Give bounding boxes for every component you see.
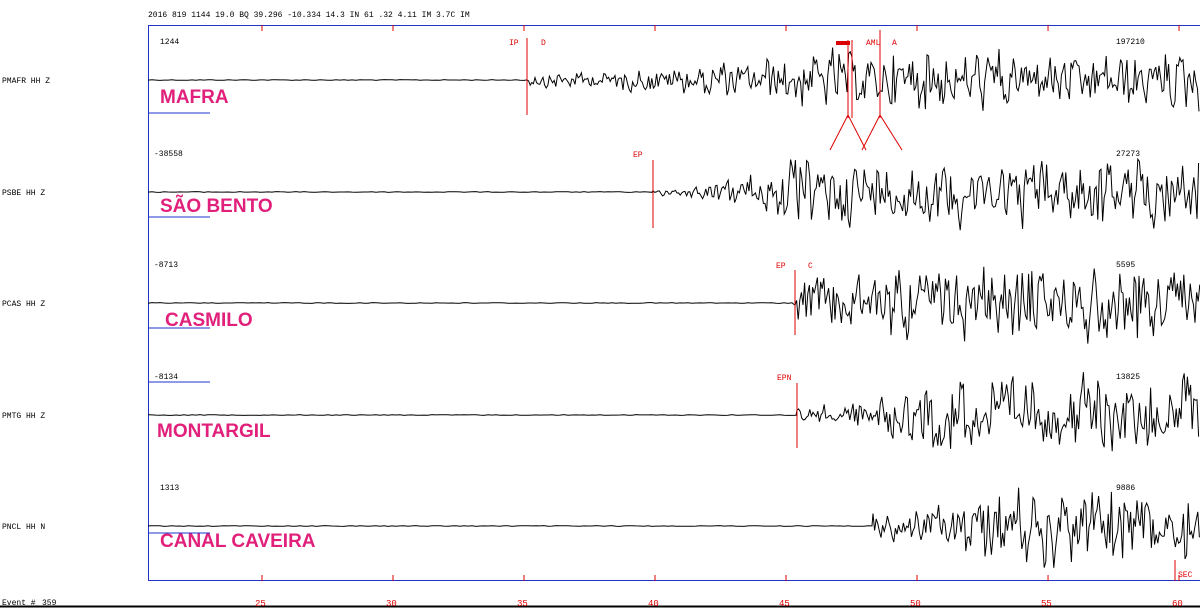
time-tick-label: 55 bbox=[1041, 599, 1052, 609]
pick-marker bbox=[861, 114, 881, 151]
channel-label: PMTG HH Z bbox=[2, 412, 45, 421]
time-tick-label: 30 bbox=[386, 599, 397, 609]
station-name: SÃO BENTO bbox=[160, 195, 273, 217]
phase-pick: C bbox=[808, 262, 813, 271]
phase-pick: A bbox=[892, 39, 897, 48]
waveforms bbox=[148, 47, 1200, 568]
station-name: MONTARGIL bbox=[157, 421, 271, 442]
event-header: 2016 819 1144 19.0 BQ 39.296 -10.334 14.… bbox=[148, 11, 470, 20]
amplitude-max: 13825 bbox=[1116, 373, 1140, 382]
phase-pick: AML bbox=[866, 39, 881, 48]
station-name: CANAL CAVEIRA bbox=[160, 531, 316, 552]
waveform-trace bbox=[148, 372, 1200, 452]
phase-pick: EP bbox=[633, 151, 643, 160]
amplitude-max: 197210 bbox=[1116, 38, 1145, 47]
time-tick-label: 40 bbox=[648, 599, 659, 609]
amplitude-marker bbox=[836, 41, 850, 45]
pick-marker bbox=[879, 114, 903, 151]
amplitude-min: 1244 bbox=[160, 38, 179, 47]
phase-pick: IP bbox=[509, 39, 519, 48]
phase-pick: D bbox=[541, 39, 546, 48]
amplitude-min: -8134 bbox=[154, 373, 178, 382]
pick-marker bbox=[829, 114, 849, 151]
time-unit-label: SEC bbox=[1178, 571, 1193, 580]
phase-pick: EP bbox=[776, 262, 786, 271]
time-tick-label: 25 bbox=[255, 599, 266, 609]
channel-label: PSBE HH Z bbox=[2, 189, 45, 198]
time-tick-label: 50 bbox=[910, 599, 921, 609]
amplitude-min: 1313 bbox=[160, 484, 179, 493]
amplitude-min: -38558 bbox=[154, 150, 183, 159]
time-tick-label: 45 bbox=[779, 599, 790, 609]
time-tick-label: 35 bbox=[517, 599, 528, 609]
event-label: Event # bbox=[2, 599, 36, 608]
amplitude-min: -8713 bbox=[154, 261, 178, 270]
channel-label: PCAS HH Z bbox=[2, 300, 45, 309]
pick-marker bbox=[847, 114, 867, 151]
channel-label: PNCL HH N bbox=[2, 523, 45, 532]
station-name: MAFRA bbox=[160, 87, 229, 108]
amplitude-max: 5595 bbox=[1116, 261, 1135, 270]
waveform-trace bbox=[148, 487, 1200, 568]
time-tick-label: 60 bbox=[1172, 599, 1183, 609]
waveform-trace bbox=[148, 157, 1200, 231]
amplitude-max: 27273 bbox=[1116, 150, 1140, 159]
waveform-trace bbox=[148, 47, 1200, 112]
phase-pick: EPN bbox=[777, 374, 792, 383]
event-number: 359 bbox=[42, 599, 57, 608]
station-name: CASMILO bbox=[165, 310, 253, 331]
amplitude-max: 9886 bbox=[1116, 484, 1135, 493]
waveform-trace bbox=[148, 266, 1200, 344]
channel-label: PMAFR HH Z bbox=[2, 77, 50, 86]
